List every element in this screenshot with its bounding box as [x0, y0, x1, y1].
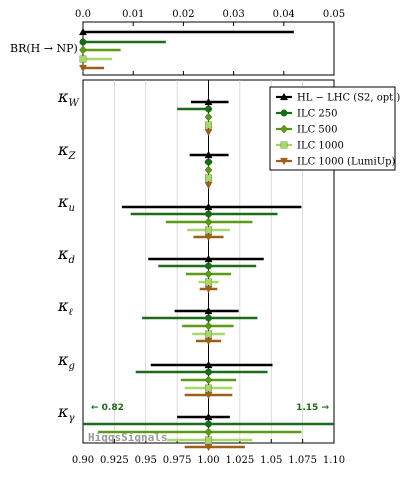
central-marker	[204, 112, 213, 122]
central-marker	[204, 254, 213, 263]
central-marker	[204, 165, 213, 175]
parameter-label: κW	[57, 87, 80, 109]
br-tick-label: 0.01	[122, 9, 144, 20]
x-tick-label: 1.10	[323, 455, 345, 466]
x-tick-label: 0.975	[163, 455, 192, 466]
br-tick-label: 0.02	[172, 9, 194, 20]
legend-label: HL − LHC (S2, opt.)	[297, 93, 400, 104]
central-marker	[205, 384, 212, 392]
central-marker	[205, 278, 212, 286]
br-tick-label: 0.03	[222, 9, 244, 20]
central-marker	[204, 391, 213, 400]
central-marker	[204, 321, 213, 331]
br-panel-frame	[82, 21, 335, 76]
parameter-label: κu	[57, 192, 75, 214]
central-marker	[204, 360, 213, 369]
br-tick-label: 0.05	[323, 9, 345, 20]
legend-label: ILC 250	[297, 109, 338, 120]
br-marker	[79, 45, 87, 55]
legend-marker	[279, 92, 289, 101]
central-marker	[204, 150, 213, 159]
legend-label: ILC 500	[297, 125, 338, 136]
x-tick-label: 1.05	[260, 455, 282, 466]
legend: HL − LHC (S2, opt.) ILC 250 ILC 500 ILC 100…	[269, 86, 400, 171]
upper-annotation: 1.15 →	[296, 403, 329, 413]
central-marker	[204, 337, 213, 346]
parameter-label: κd	[57, 244, 75, 266]
central-marker	[204, 217, 213, 227]
central-marker	[204, 412, 213, 421]
central-marker	[204, 97, 213, 106]
x-tick-label: 0.95	[135, 455, 157, 466]
central-marker	[204, 202, 213, 211]
br-marker	[78, 64, 88, 73]
legend-marker	[279, 157, 289, 166]
x-tick-label: 1.025	[226, 455, 255, 466]
central-marker	[205, 158, 212, 166]
legend-marker	[280, 141, 288, 149]
central-marker	[205, 262, 212, 270]
br-marker	[79, 38, 87, 46]
central-marker	[205, 420, 212, 428]
central-marker	[204, 233, 213, 242]
br-row-label: BR(H → NP)	[10, 42, 78, 55]
x-tick-label: 1.00	[197, 455, 219, 466]
x-tick-label: 1.075	[288, 455, 317, 466]
central-marker	[205, 436, 212, 444]
central-marker	[204, 285, 213, 294]
parameter-label: κℓ	[57, 296, 73, 318]
br-marker	[79, 55, 87, 63]
central-marker	[204, 269, 213, 279]
central-marker	[204, 306, 213, 315]
central-marker	[205, 174, 212, 182]
watermark: HiggsSignals	[88, 431, 167, 444]
br-marker	[78, 27, 88, 36]
legend-label: ILC 1000	[297, 141, 344, 152]
central-marker	[204, 181, 213, 190]
kappa-panel: 0.90 0.925 0.95 0.975 1.00 1.025 1.05 1.075 1.10…	[57, 79, 345, 466]
parameter-label: κZ	[57, 140, 77, 162]
legend-marker	[280, 124, 288, 134]
central-marker	[205, 210, 212, 218]
lower-annotation: ← 0.82	[91, 403, 124, 413]
parameter-label: κγ	[57, 402, 75, 424]
br-panel: 0.0 0.01 0.02 0.03 0.04 0.05 BR(H → NP)	[10, 9, 345, 76]
br-tick-label: 0.0	[75, 9, 91, 20]
central-marker	[204, 128, 213, 137]
central-marker	[204, 427, 213, 437]
central-marker	[205, 121, 212, 129]
central-marker	[205, 105, 212, 113]
legend-marker	[280, 109, 288, 117]
central-marker	[205, 226, 212, 234]
central-marker	[205, 330, 212, 338]
x-tick-label: 0.90	[72, 455, 94, 466]
central-marker	[205, 368, 212, 376]
legend-label: ILC 1000 (LumiUp)	[297, 157, 396, 168]
central-marker	[204, 443, 213, 452]
parameter-label: κg	[57, 350, 75, 372]
central-marker	[204, 375, 213, 385]
x-tick-label: 0.925	[100, 455, 129, 466]
central-marker	[205, 314, 212, 322]
br-tick-label: 0.04	[273, 9, 295, 20]
